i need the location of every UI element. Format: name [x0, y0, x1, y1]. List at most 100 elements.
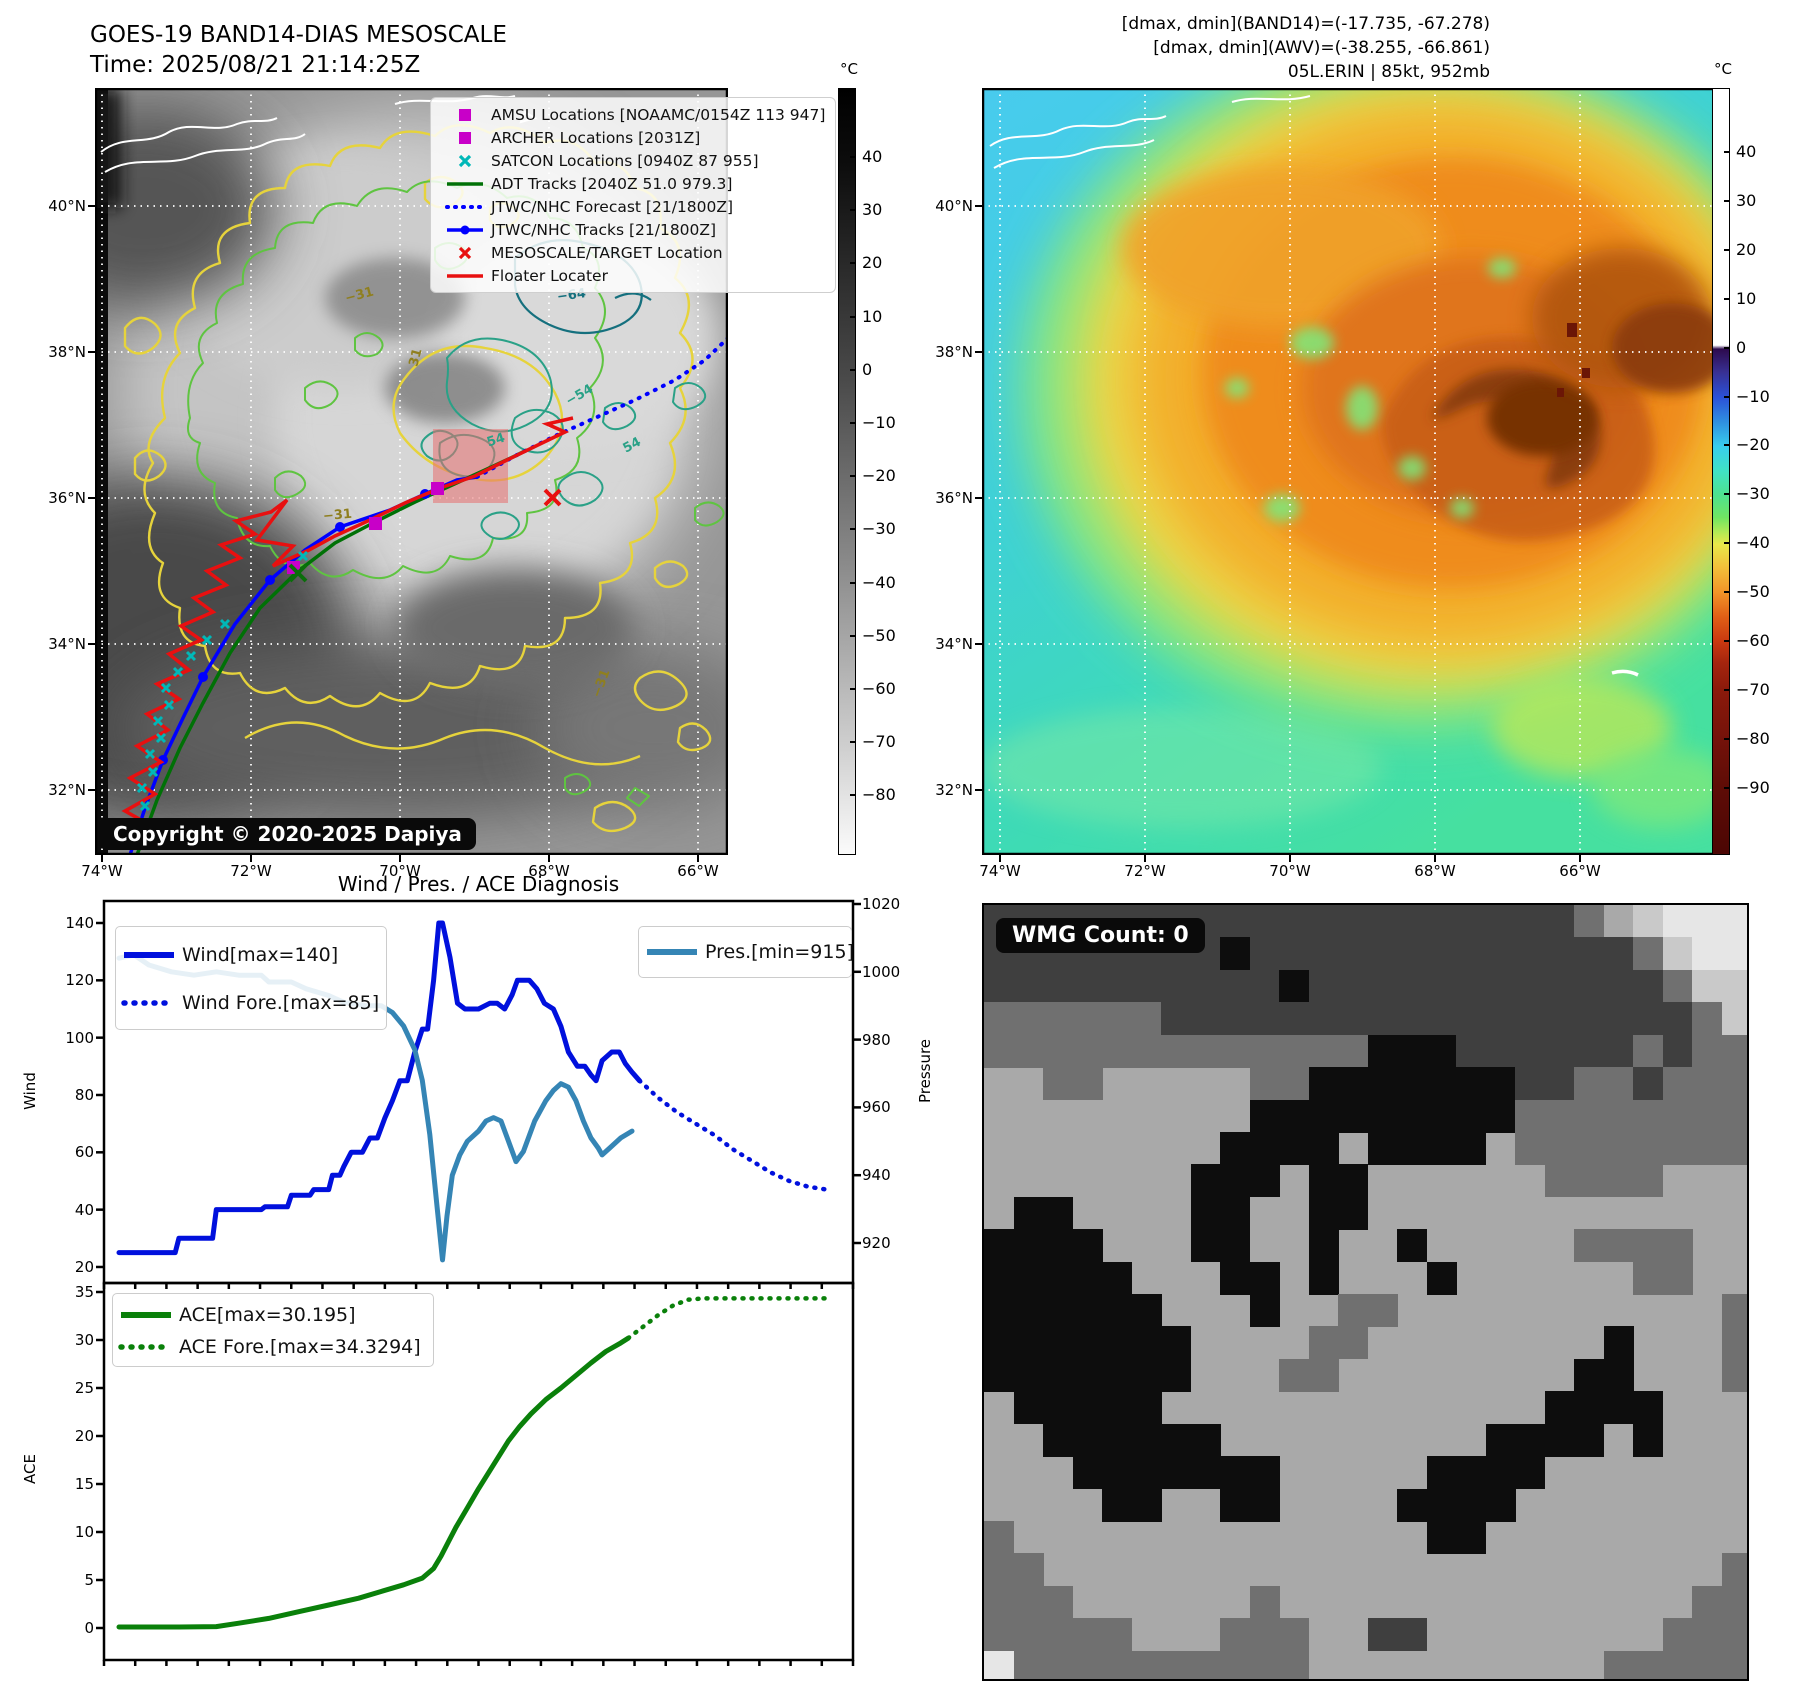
wmg-cell	[1131, 1002, 1162, 1036]
cbar-tickmark	[850, 475, 856, 478]
legend-item: MESOSCALE/TARGET Location	[439, 241, 835, 264]
wmg-cell	[1574, 1067, 1605, 1101]
pressure-legend: Pres.[min=915]	[638, 926, 854, 978]
wmg-cell	[1102, 1423, 1133, 1457]
left-lat-label: 32°N	[48, 781, 86, 799]
wmg-cell	[1515, 1002, 1546, 1036]
wmg-cell	[1249, 1618, 1280, 1652]
wmg-cell	[1633, 1067, 1664, 1101]
wmg-cell	[1220, 1229, 1251, 1263]
wmg-cell	[1367, 969, 1398, 1003]
wmg-cell	[1721, 969, 1747, 1003]
wmg-cell	[984, 1002, 1015, 1036]
wmg-cell	[1220, 1034, 1251, 1068]
wmg-cell	[1485, 1002, 1516, 1036]
left-lat-label: 36°N	[48, 489, 86, 507]
wmg-cell	[1279, 1002, 1310, 1036]
awv-cbar-tick: −20	[1736, 435, 1770, 455]
wmg-cell	[1338, 1002, 1369, 1036]
wmg-cell	[1249, 1131, 1280, 1165]
wmg-cell	[1102, 1002, 1133, 1036]
timestamp: Time: 2025/08/21 21:14:25Z	[90, 52, 421, 78]
left-lon-label: 70°W	[379, 862, 421, 880]
wmg-cell	[1220, 1650, 1251, 1679]
wmg-cell	[1426, 1067, 1457, 1101]
wmg-cell	[1633, 1229, 1664, 1263]
wmg-cell	[1456, 1034, 1487, 1068]
wmg-cell	[1397, 1067, 1428, 1101]
wmg-cell	[1249, 905, 1280, 939]
wmg-cell	[1043, 1229, 1074, 1263]
wmg-cell	[1308, 1358, 1339, 1392]
cbar-tickmark	[850, 156, 856, 158]
awv-colorbar-unit: °C	[1714, 60, 1732, 78]
wmg-cell	[1603, 1164, 1634, 1198]
ace-ytick-label: 10	[74, 1523, 94, 1541]
wmg-cell	[984, 1034, 1015, 1068]
wmg-cell	[1426, 1456, 1457, 1490]
wmg-cell	[1338, 1326, 1369, 1360]
lon-tick	[1579, 855, 1581, 862]
wmg-cell	[1426, 1002, 1457, 1036]
wmg-cell	[1102, 1034, 1133, 1068]
cbar-tickmark	[1724, 542, 1730, 545]
header-right: [dmax, dmin](BAND14)=(-17.735, -67.278) …	[900, 12, 1490, 84]
target-x-marker	[543, 488, 562, 507]
legend-item: ARCHER Locations [2031Z]	[439, 126, 835, 149]
wmg-cell	[1662, 1261, 1693, 1295]
cbar-tickmark	[1724, 493, 1730, 496]
wmg-cell	[1662, 1099, 1693, 1133]
wmg-cell	[984, 1650, 1015, 1679]
lon-tick	[999, 855, 1001, 862]
awv-cbar-tick: −80	[1736, 728, 1770, 748]
wmg-cell	[1515, 1423, 1546, 1457]
ace-ytick-label: 35	[74, 1283, 94, 1301]
series-wind-fore-	[637, 1078, 830, 1192]
dmax-awv: [dmax, dmin](AWV)=(-38.255, -66.861)	[1153, 38, 1490, 58]
wmg-cell	[1721, 937, 1747, 971]
wmg-cell	[1072, 969, 1103, 1003]
wmg-cell	[1603, 1067, 1634, 1101]
wmg-cell	[1308, 1164, 1339, 1198]
wmg-cell	[1220, 1196, 1251, 1230]
chart-legend-label: Wind Fore.[max=85]	[182, 992, 380, 1014]
cbar-tickmark	[850, 688, 856, 690]
wmg-cell	[1279, 1067, 1310, 1101]
left-lat-label: 38°N	[48, 343, 86, 361]
wmg-cell	[1721, 1358, 1747, 1392]
wmg-cell	[1544, 1099, 1575, 1133]
wmg-cell	[1102, 1358, 1133, 1392]
awv-cbar-tick: −40	[1736, 533, 1770, 553]
left-lon-label: 74°W	[81, 862, 123, 880]
right-lat-label: 36°N	[935, 489, 973, 507]
wmg-cell	[1102, 1391, 1133, 1425]
right-lat-label: 34°N	[935, 635, 973, 653]
wmg-cell	[1338, 1164, 1369, 1198]
wmg-cell	[1692, 969, 1723, 1003]
band14-cbar-tick: 40	[862, 147, 883, 166]
wmg-cell	[1367, 1618, 1398, 1652]
wmg-cell	[1574, 1358, 1605, 1392]
left-lon-label: 66°W	[677, 862, 719, 880]
band14-cbar-tick: 10	[862, 306, 883, 326]
line-red-icon	[439, 272, 491, 280]
awv-map-art	[981, 87, 1716, 856]
awv-cbar-tick: −60	[1736, 631, 1770, 650]
wmg-cell	[1220, 905, 1251, 939]
wmg-cell	[984, 969, 1015, 1003]
wmg-cell	[1721, 1294, 1747, 1328]
right-lon-label: 68°W	[1414, 862, 1456, 880]
wmg-cell	[1574, 1391, 1605, 1425]
wmg-cell	[1721, 1002, 1747, 1036]
wmg-cell	[1574, 1002, 1605, 1036]
wmg-cell	[1397, 969, 1428, 1003]
wmg-cell	[1603, 1034, 1634, 1068]
right-lon-label: 74°W	[979, 862, 1021, 880]
cbar-tickmark	[850, 368, 856, 371]
wmg-cell	[1544, 1423, 1575, 1457]
wmg-cell	[1190, 969, 1221, 1003]
wmg-cell	[1279, 1650, 1310, 1679]
wmg-cell	[1544, 1002, 1575, 1036]
wmg-cell	[1043, 969, 1074, 1003]
wmg-cell	[1338, 1294, 1369, 1328]
